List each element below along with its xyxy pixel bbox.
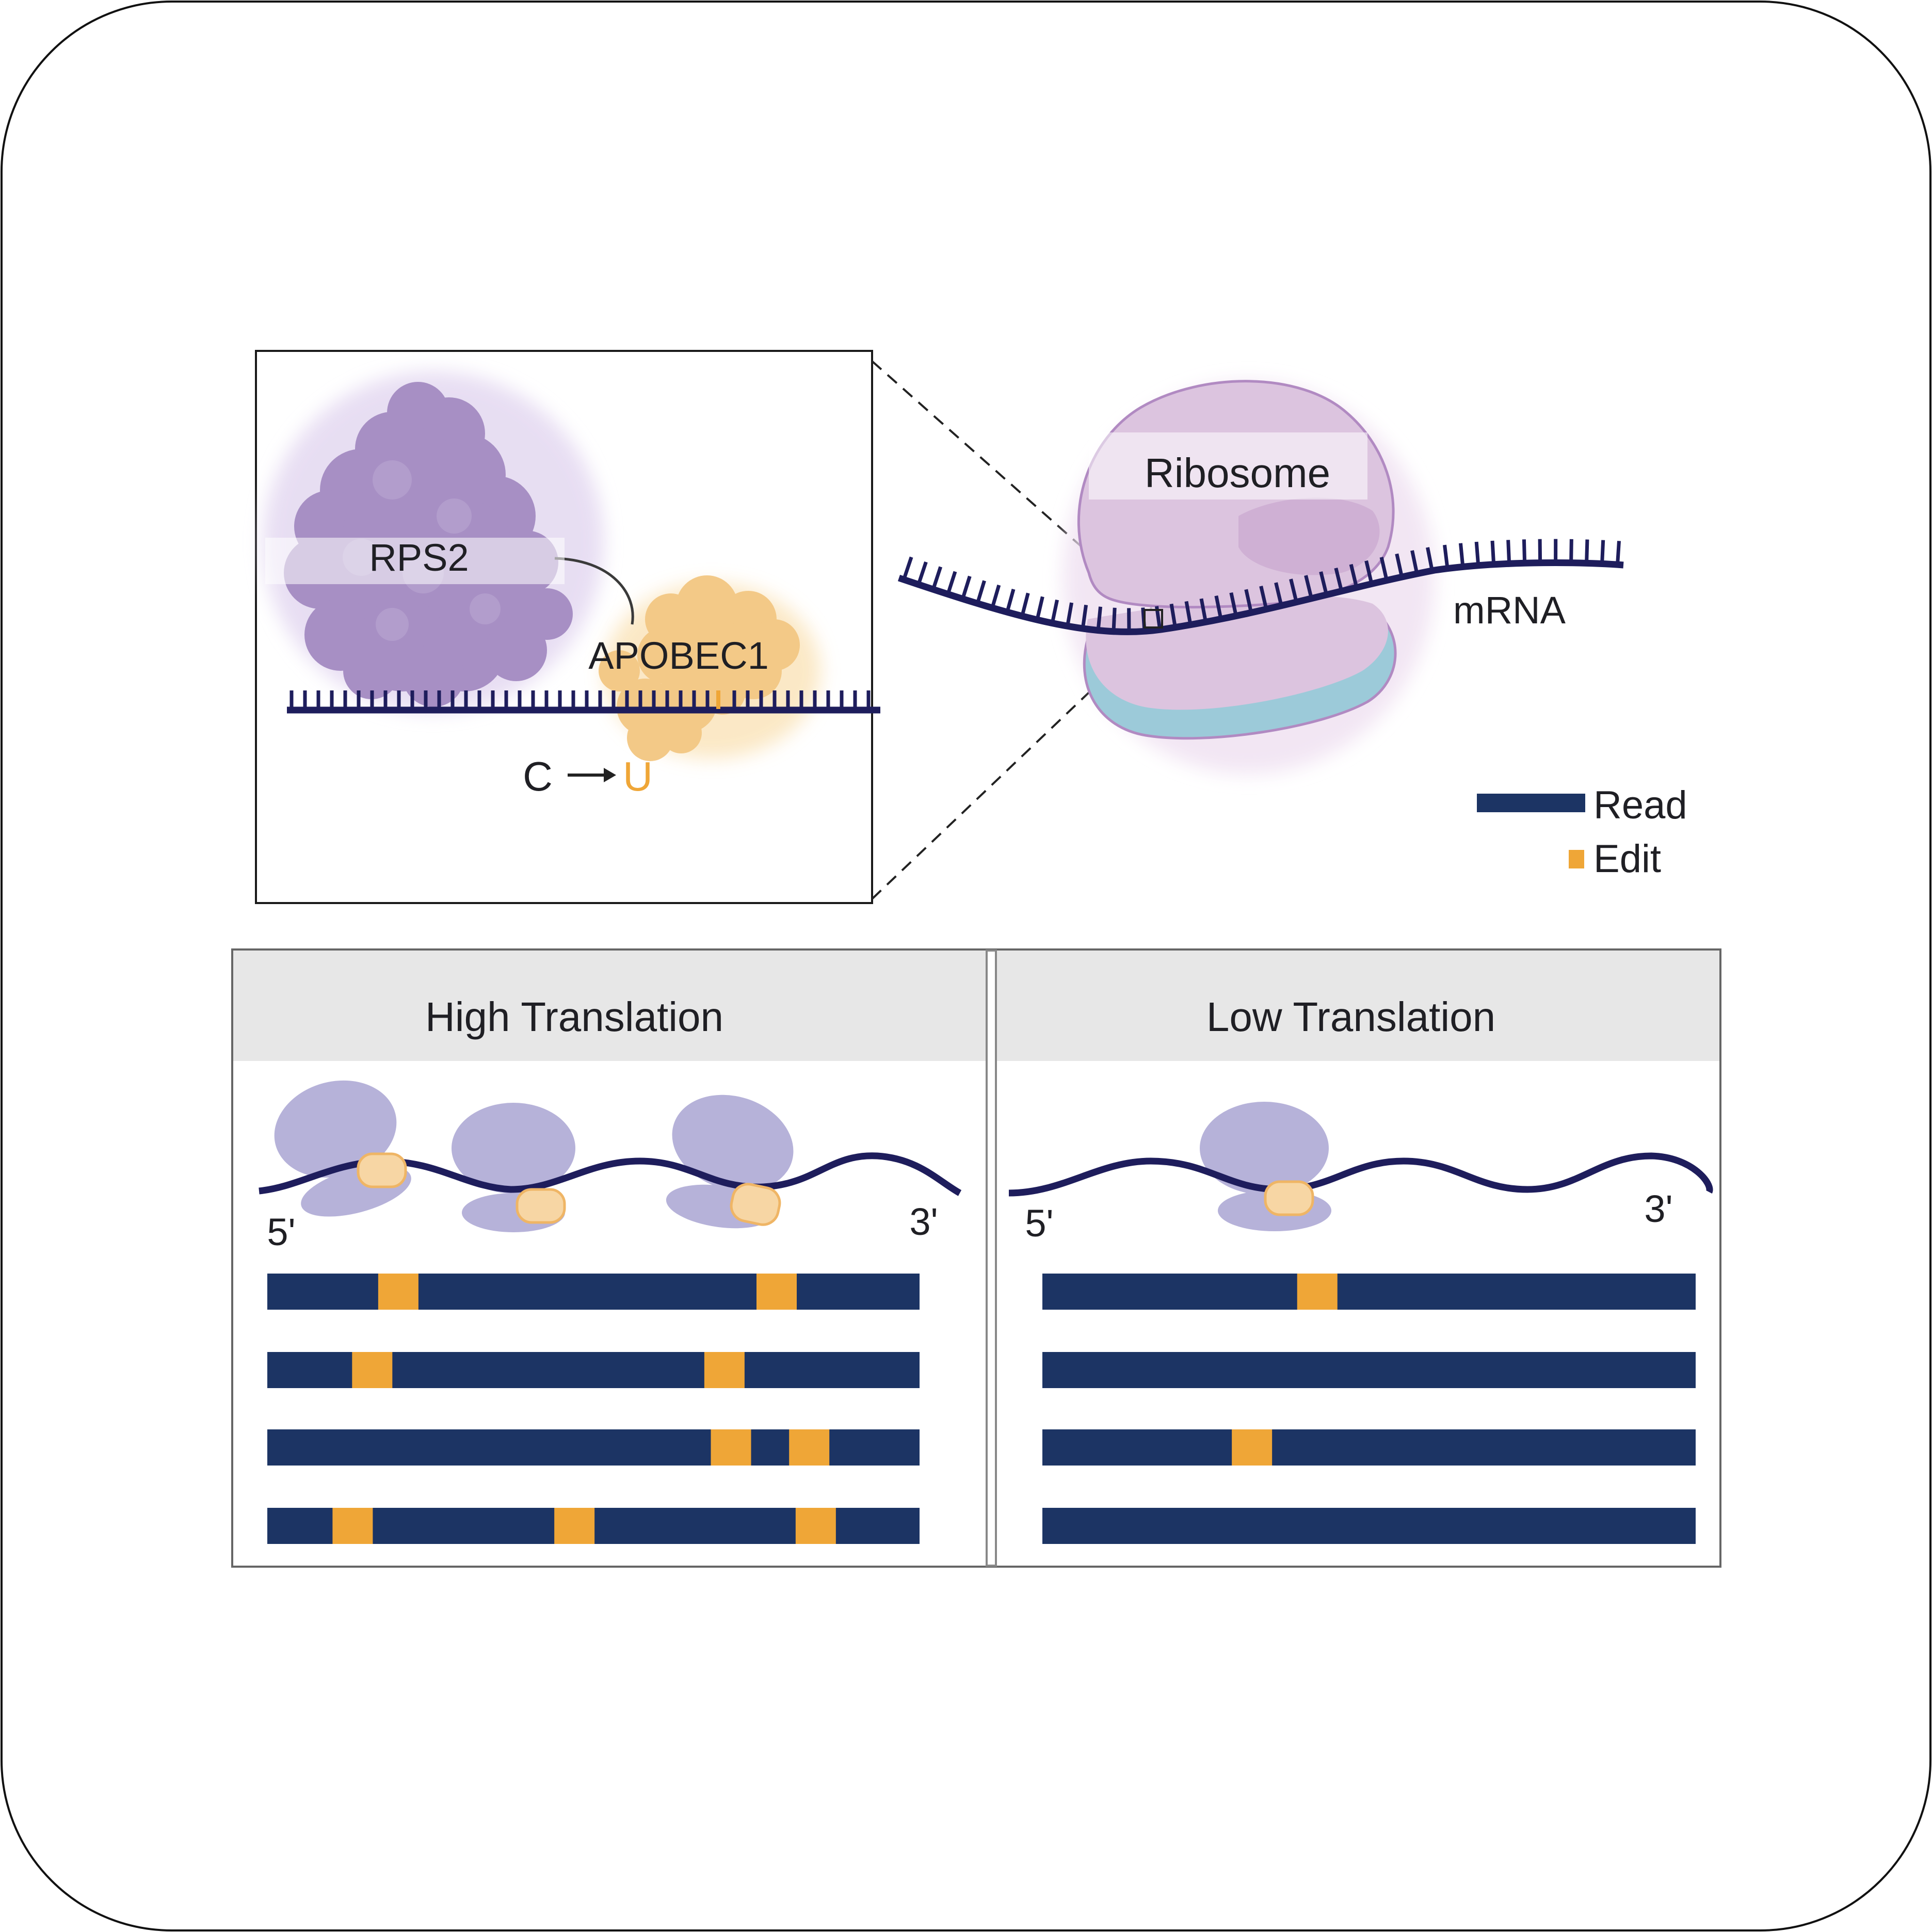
edit-site <box>554 1508 595 1544</box>
edit-site <box>711 1429 751 1466</box>
sequencing-read <box>1042 1352 1696 1388</box>
high-translation-title: High Translation <box>425 994 723 1040</box>
ribosome-overview: Ribosome <box>1063 380 1435 774</box>
zoom-region-marker <box>1144 609 1163 629</box>
low-mrna-strand <box>1008 1152 1713 1197</box>
low-reads <box>1042 1274 1696 1544</box>
apobec-tag-low <box>1264 1180 1314 1216</box>
apobec1-label: APOBEC1 <box>588 634 769 677</box>
edit-site <box>704 1352 745 1388</box>
low-header-bg <box>996 951 1719 1061</box>
panel-divider <box>986 949 997 1567</box>
ribosome-large-3 <box>672 1094 794 1192</box>
edit-site <box>378 1274 418 1310</box>
edit-site <box>1232 1429 1273 1466</box>
edit-site <box>789 1429 830 1466</box>
edit-to-letter: U <box>623 753 653 799</box>
high-three-prime: 3' <box>909 1200 938 1243</box>
low-translation-scene: 5' 3' <box>1008 1102 1713 1245</box>
ribosome-large-1 <box>274 1080 397 1178</box>
edit-site <box>795 1508 836 1544</box>
rps2-label-band <box>265 538 565 584</box>
low-three-prime: 3' <box>1644 1187 1672 1230</box>
inset-mrna <box>287 690 880 714</box>
sequencing-read <box>267 1274 920 1310</box>
overview-mrna <box>897 539 1624 635</box>
edit-from-letter: C <box>523 753 553 799</box>
legend-edit-label: Edit <box>1593 837 1661 881</box>
low-five-prime: 5' <box>1025 1202 1053 1245</box>
ribosome-label-band <box>1089 432 1367 500</box>
edit-site <box>1297 1274 1338 1310</box>
high-header-bg <box>233 951 987 1061</box>
apobec-tag-1 <box>357 1152 407 1188</box>
apobec-tag-2 <box>516 1188 566 1224</box>
apobec1-enzyme <box>599 575 820 761</box>
legend: Read Edit <box>1477 783 1687 881</box>
sequencing-read <box>1042 1429 1696 1466</box>
rps2-apobec-linker <box>554 557 634 625</box>
high-five-prime: 5' <box>267 1211 295 1253</box>
ribosome-large-low <box>1200 1102 1329 1195</box>
ribosome-large-2 <box>452 1103 575 1194</box>
sequencing-read <box>1042 1508 1696 1544</box>
high-translation-scene: 5' 3' <box>259 1080 962 1253</box>
legend-read-label: Read <box>1593 783 1687 827</box>
sequencing-read <box>1042 1274 1696 1310</box>
ribosome-label: Ribosome <box>1145 450 1330 496</box>
comparison-panels: High Translation Low Translation 5' 3' 5… <box>231 948 1721 1568</box>
mrna-label: mRNA <box>1453 589 1566 632</box>
legend-read-swatch <box>1477 794 1585 812</box>
edit-site <box>332 1508 373 1544</box>
rps2-protein <box>263 372 604 712</box>
apobec-tag-3 <box>730 1183 781 1226</box>
edit-site <box>352 1352 393 1388</box>
high-reads <box>267 1274 920 1544</box>
low-translation-title: Low Translation <box>1206 994 1495 1040</box>
edit-site <box>756 1274 797 1310</box>
edit-arrowhead-icon <box>604 768 616 782</box>
inset-box: RPS2 APOBEC1 C U <box>255 350 880 904</box>
legend-edit-swatch <box>1569 850 1584 868</box>
rps2-label: RPS2 <box>369 536 469 579</box>
